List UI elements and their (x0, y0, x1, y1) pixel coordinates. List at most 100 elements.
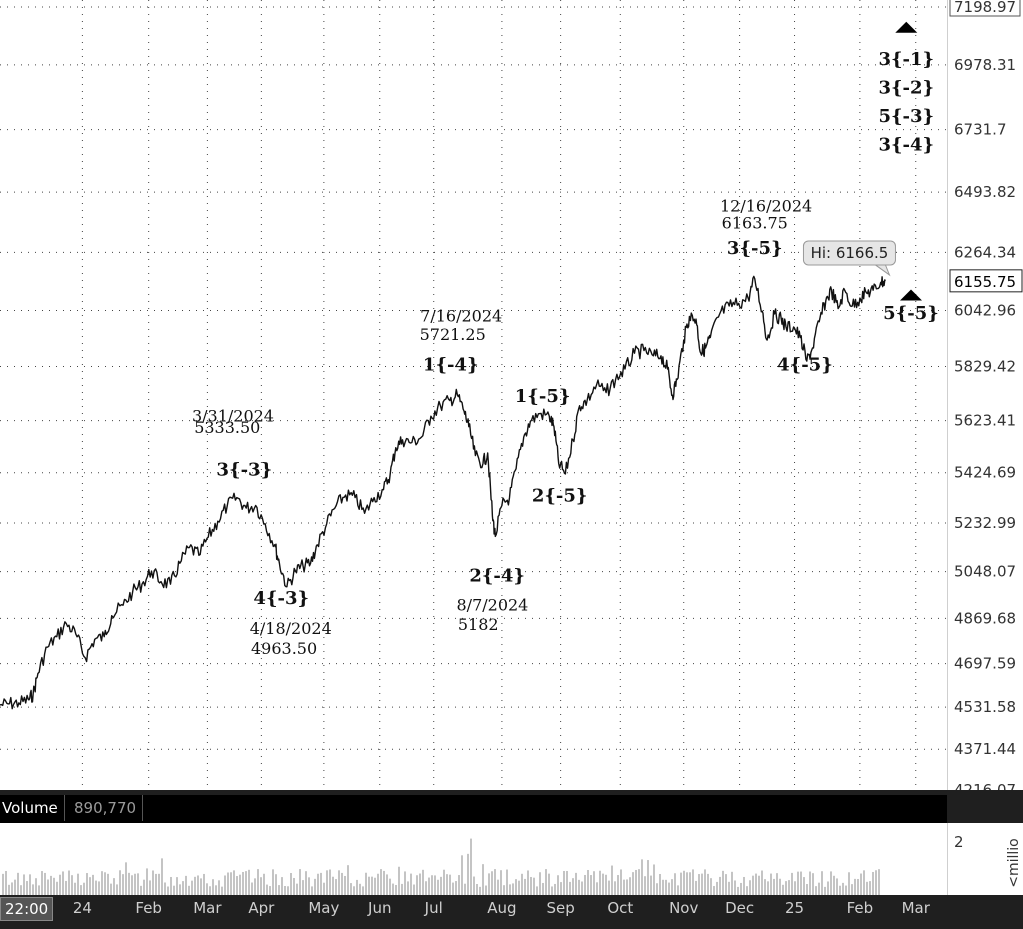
volume-bar (53, 877, 55, 895)
volume-bar (653, 864, 655, 895)
month-label-4: May (308, 899, 340, 917)
volume-bar (596, 882, 598, 895)
volume-bar (713, 886, 715, 895)
volume-bar (350, 883, 352, 895)
volume-bar (386, 874, 388, 895)
annotation-12: 1{-5} (515, 386, 571, 407)
volume-bar (854, 878, 856, 895)
volume-bar (356, 879, 358, 895)
volume-bar (824, 886, 826, 895)
time-cursor-label: 22:00 (0, 897, 54, 921)
volume-bar (146, 868, 148, 895)
volume-bar (80, 885, 82, 895)
volume-bar (722, 870, 724, 895)
volume-bar (56, 881, 58, 895)
month-label-9: Oct (607, 899, 634, 917)
volume-tick-label: 2 (954, 833, 964, 851)
volume-bar (812, 873, 814, 895)
volume-bar (242, 871, 244, 895)
volume-bar (236, 876, 238, 895)
volume-bar (5, 871, 7, 895)
volume-bar (293, 877, 295, 895)
volume-bar (800, 871, 802, 895)
volume-bar (140, 885, 142, 895)
volume-bar (686, 872, 688, 895)
volume-bar (323, 882, 325, 895)
volume-bar (314, 878, 316, 895)
volume-bar (104, 872, 106, 895)
volume-axis-scale: 2 <millio (954, 833, 1022, 888)
volume-bar (833, 875, 835, 895)
volume-bar (743, 876, 745, 895)
price-tick-label-13: 4531.58 (954, 698, 1016, 716)
volume-bar (617, 875, 619, 895)
volume-bar (122, 874, 124, 895)
hi-tooltip-pointer (873, 264, 891, 277)
volume-bar (32, 884, 34, 895)
volume-bar (845, 885, 847, 895)
volume-bar (581, 881, 583, 895)
price-axis[interactable]: 7198.97 6978.31 6731.7 6493.82 6264.34 6042.9… (947, 0, 1023, 799)
volume-bar (470, 838, 472, 895)
annotation-20: 3{-2} (878, 77, 934, 98)
volume-bar (335, 879, 337, 895)
volume-bar (143, 879, 145, 895)
annotation-5: 4963.50 (251, 639, 317, 658)
volume-bar (152, 870, 154, 895)
month-label-13: Feb (846, 899, 874, 917)
volume-bar (194, 876, 196, 895)
volume-bar (659, 873, 661, 895)
time-axis[interactable]: 22:00 24 Feb Mar Apr May Jun Jul Aug Sep Oct Nov De… (0, 895, 947, 929)
volume-bar (269, 886, 271, 895)
volume-bar (161, 858, 163, 895)
volume-bar (803, 877, 805, 895)
volume-bar (290, 873, 292, 895)
volume-bar (644, 876, 646, 895)
volume-bar (50, 875, 52, 895)
volume-bar (74, 882, 76, 895)
volume-bar (89, 877, 91, 895)
volume-bar (860, 873, 862, 895)
annotation-13: 2{-5} (532, 486, 588, 507)
annotation-3: 4{-3} (253, 588, 309, 609)
volume-bar (245, 871, 247, 895)
volume-bar (398, 866, 400, 895)
price-tick-label-6: 5829.42 (954, 358, 1016, 376)
volume-bar (635, 869, 637, 895)
volume-bar (851, 884, 853, 895)
volume-bar (737, 886, 739, 895)
volume-bar (584, 874, 586, 895)
annotation-9: 2{-4} (469, 566, 525, 587)
volume-bar (551, 886, 553, 895)
volume-bar (125, 862, 127, 895)
volume-bar (647, 860, 649, 895)
price-tick-label-3: 6493.82 (954, 183, 1016, 201)
volume-bar (197, 875, 199, 895)
volume-bar (164, 882, 166, 895)
month-label-6: Jul (424, 899, 443, 917)
price-axis-scale: 7198.97 6978.31 6731.7 6493.82 6264.34 6042.9… (949, 0, 1023, 799)
volume-bar (482, 864, 484, 895)
price-tick-label-12: 4697.59 (954, 655, 1016, 673)
price-panel[interactable]: 3/31/2024 5333.50 3{-3} 4{-3} 4/18/2024 4963.… (0, 0, 947, 790)
volume-bar (179, 884, 181, 895)
volume-bar (464, 883, 466, 895)
volume-bar (548, 873, 550, 895)
volume-bar (761, 870, 763, 895)
volume-bar (131, 875, 133, 895)
month-label-1: Feb (135, 899, 162, 917)
volume-bar (830, 871, 832, 895)
volume-bar (593, 871, 595, 895)
month-label-2: Mar (193, 899, 222, 917)
volume-bar (203, 873, 205, 895)
volume-bar (629, 877, 631, 895)
volume-bar (344, 875, 346, 895)
month-label-10: Nov (669, 899, 699, 917)
volume-bar (827, 881, 829, 895)
volume-bar (557, 875, 559, 895)
volume-bar (200, 878, 202, 895)
annotation-4: 4/18/2024 (250, 619, 332, 638)
volume-bar (863, 870, 865, 895)
volume-panel[interactable] (0, 823, 947, 895)
